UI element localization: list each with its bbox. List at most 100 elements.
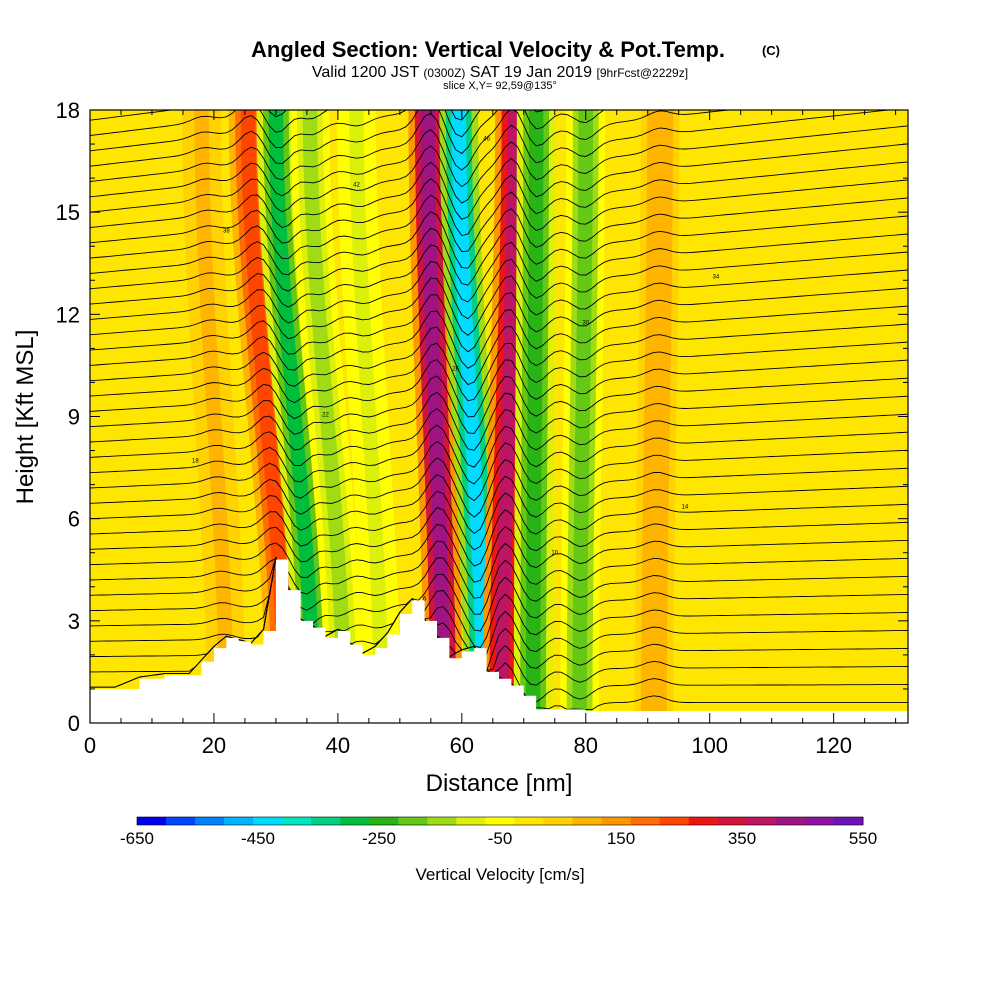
x-tick-label: 60 [450, 733, 474, 758]
colorbar-swatch [572, 817, 603, 825]
colorbar-swatch [195, 817, 225, 825]
theta-contour-label: 50 [613, 91, 620, 97]
theta-contour-line [90, 197, 908, 276]
colorbar-tick-label: 150 [607, 829, 635, 848]
x-tick-label: 40 [326, 733, 350, 758]
colorbar-swatch [688, 817, 719, 825]
colorbar-swatch [427, 817, 457, 825]
theta-contour-line [90, 391, 908, 451]
colorbar-swatch [311, 817, 341, 825]
theta-contour-line [90, 233, 908, 308]
plot-area: -1261014182226303438424650 [90, 91, 908, 723]
theta-contour-line [90, 507, 908, 567]
theta-contour-line [90, 305, 908, 371]
colorbar-swatch [543, 817, 574, 825]
velocity-band [302, 110, 352, 723]
y-axis-ticks: 0 3 6 9 12 15 18 [56, 98, 908, 736]
theta-contour-line [90, 110, 470, 136]
y-tick-label: 3 [68, 609, 80, 634]
theta-contour-label: 34 [713, 275, 720, 281]
theta-contour-line [90, 408, 908, 468]
theta-contour-line [90, 556, 908, 659]
terrain-profile [90, 559, 908, 723]
y-tick-label: 0 [68, 711, 80, 736]
valid-prefix: Valid 1200 JST [312, 64, 420, 81]
theta-contour-line [90, 490, 908, 551]
colorbar-swatch [775, 817, 806, 825]
theta-contour-line [90, 215, 908, 292]
velocity-band [194, 110, 234, 723]
theta-contour-label: 30 [582, 321, 589, 327]
colorbar-frame [136, 816, 864, 826]
colorbar-swatch [630, 817, 661, 825]
theta-contour-line [90, 110, 605, 167]
theta-contour-label: 10 [551, 550, 558, 556]
theta-contour-line [90, 556, 908, 673]
colorbar-swatch [282, 817, 312, 825]
theta-contour-line [90, 457, 908, 518]
x-tick-label: 120 [815, 733, 852, 758]
colorbar-tick-label: -650 [120, 829, 154, 848]
y-tick-label: 9 [68, 405, 80, 430]
slice-caption: slice X,Y= 92,59@135° [443, 80, 557, 92]
colorbar-swatch [804, 817, 835, 825]
theta-contour-line [90, 359, 908, 420]
velocity-band [349, 110, 389, 723]
theta-contour-line [90, 179, 908, 260]
theta-contour-line [90, 287, 908, 355]
velocity-band [572, 110, 594, 723]
theta-contour-label: 6 [423, 596, 427, 602]
theta-contour-label: 42 [353, 183, 360, 189]
theta-contour-label: 38 [223, 229, 230, 235]
theta-contour-line [90, 269, 908, 340]
theta-contour-line [90, 110, 544, 152]
theta-contour-line [90, 143, 908, 229]
forecast-tag: [9hrFcst@2229z] [597, 66, 689, 80]
colorbar-swatch [746, 817, 777, 825]
y-tick-label: 18 [56, 98, 80, 123]
theta-contour-line [90, 161, 908, 244]
colorbar-tick-label: -250 [362, 829, 396, 848]
theta-contour-line [90, 125, 908, 213]
colorbar-tick-labels: -650 -450 -250 -50 150 350 550 [120, 829, 877, 848]
theta-contour-line [90, 424, 908, 485]
theta-contour-label: 46 [483, 137, 490, 143]
colorbar-swatch [833, 817, 864, 825]
theta-contour-label: 14 [682, 504, 689, 510]
colorbar-swatch [601, 817, 632, 825]
theta-contour-line [90, 473, 908, 535]
colorbar-swatch [398, 817, 428, 825]
colorbar-swatch [717, 817, 748, 825]
theta-contour-label: 18 [192, 458, 199, 464]
theta-contour-line [90, 323, 908, 387]
theta-contour-line [90, 556, 908, 649]
y-tick-label: 12 [56, 302, 80, 327]
colorbar-swatch [456, 817, 486, 825]
colorbar-tick-label: 550 [849, 829, 877, 848]
colorbar-tick-label: 350 [728, 829, 756, 848]
colorbar-swatch [137, 817, 167, 825]
colorbar-swatch [166, 817, 196, 825]
colorbar [136, 816, 864, 826]
colorbar-swatch [224, 817, 254, 825]
x-tick-label: 100 [691, 733, 728, 758]
colorbar-label: Vertical Velocity [cm/s] [415, 865, 584, 884]
x-tick-label: 80 [574, 733, 598, 758]
colorbar-tick-label: -50 [488, 829, 513, 848]
theta-contour-line [90, 556, 908, 632]
theta-contour-line [90, 375, 908, 435]
theta-contour-line [90, 440, 908, 502]
colorbar-swatch [659, 817, 690, 825]
theta-contour-line [90, 110, 733, 182]
chart-valid-line: Valid 1200 JST (0300Z) SAT 19 Jan 2019 [… [312, 64, 688, 81]
theta-contour-line [90, 251, 908, 324]
velocity-band [646, 110, 668, 723]
x-axis-ticks: 0 20 40 60 80 100 120 [84, 110, 897, 758]
theta-contour-line [90, 110, 893, 198]
chart-title: Angled Section: Vertical Velocity & Pot.… [251, 37, 725, 62]
theta-contour-line [90, 540, 908, 599]
theta-contour-line [90, 523, 908, 583]
velocity-band [420, 110, 451, 723]
colorbar-swatch [340, 817, 370, 825]
